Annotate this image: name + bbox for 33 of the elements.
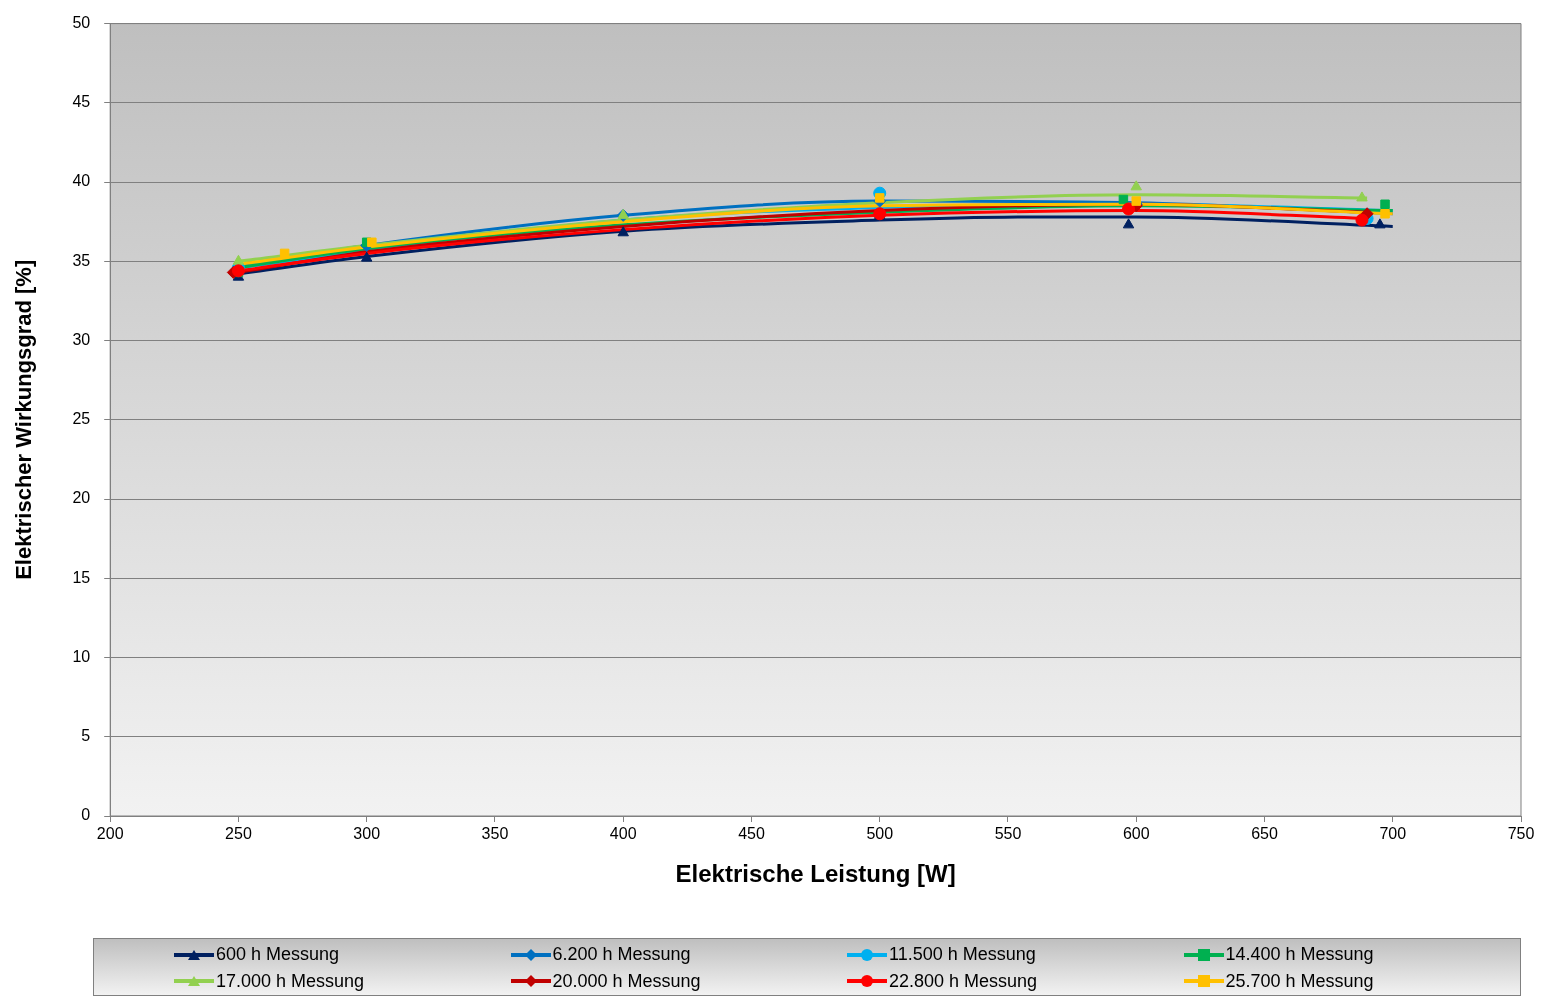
x-axis-title: Elektrische Leistung [W] xyxy=(675,860,956,888)
legend-label: 25.700 h Messung xyxy=(1225,970,1374,992)
x-tick-label: 550 xyxy=(994,825,1022,843)
x-tick-label: 200 xyxy=(96,825,124,843)
y-tick-label: 5 xyxy=(81,727,91,745)
x-tick-label: 600 xyxy=(1122,825,1150,843)
y-tick-label: 40 xyxy=(72,172,91,190)
legend-label: 11.500 h Messung xyxy=(889,944,1036,965)
y-tick-label: 45 xyxy=(72,93,91,111)
x-tick-label: 700 xyxy=(1379,825,1407,843)
x-tick-label: 450 xyxy=(738,825,765,843)
y-tick-label: 35 xyxy=(72,251,91,269)
x-tick-label: 350 xyxy=(481,825,509,843)
x-tick-label: 500 xyxy=(866,825,894,843)
y-tick-label: 20 xyxy=(72,489,91,507)
y-tick-label: 10 xyxy=(72,647,91,665)
y-tick-label: 0 xyxy=(81,806,91,824)
y-tick-label: 50 xyxy=(72,14,91,32)
legend-label: 22.800 h Messung xyxy=(889,970,1038,992)
legend-label: 20.000 h Messung xyxy=(552,970,701,992)
x-tick-label: 750 xyxy=(1507,825,1535,843)
x-tick-label: 250 xyxy=(225,825,252,843)
legend-label: 600 h Messung xyxy=(216,944,340,965)
legend-label: 14.400 h Messung xyxy=(1225,944,1374,965)
x-tick-label: 400 xyxy=(609,825,637,843)
x-tick-label: 650 xyxy=(1251,825,1278,843)
legend-label: 17.000 h Messung xyxy=(216,970,365,992)
legend-label: 6.200 h Messung xyxy=(552,944,691,965)
y-tick-label: 25 xyxy=(72,410,91,428)
y-axis-title: Elektrischer Wirkungsgrad [%] xyxy=(11,259,37,580)
x-tick-label: 300 xyxy=(353,825,381,843)
y-tick-label: 30 xyxy=(72,330,91,348)
y-tick-label: 15 xyxy=(72,568,91,586)
